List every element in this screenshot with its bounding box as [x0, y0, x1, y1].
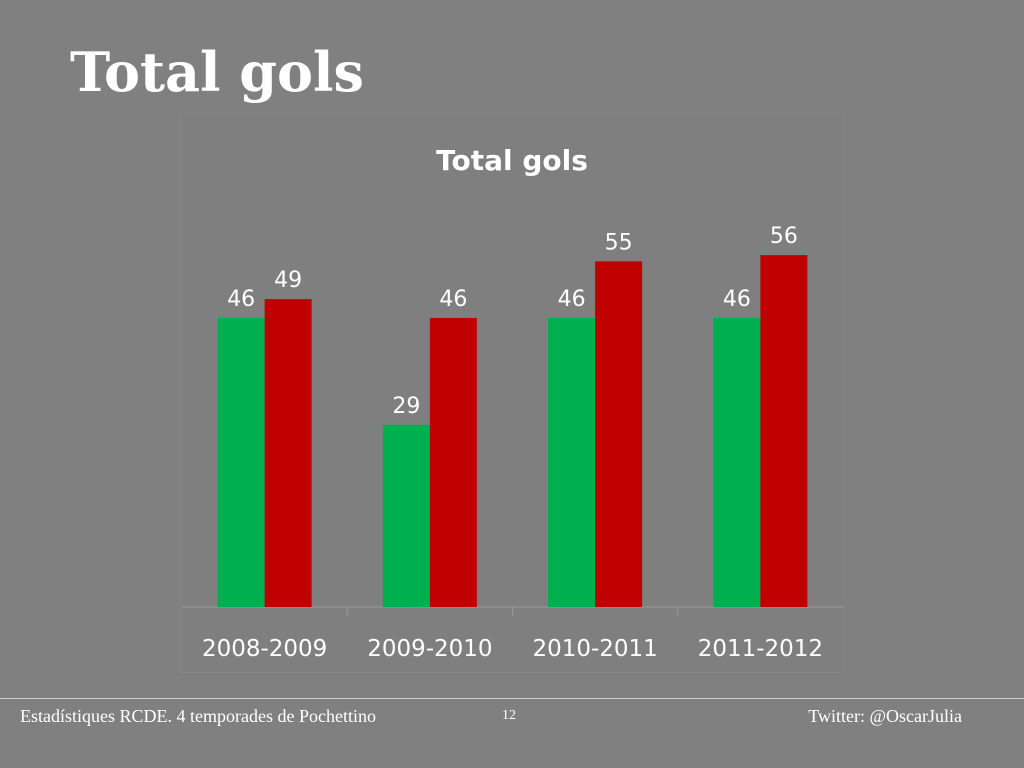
x-tick-label: 2011-2012	[698, 636, 823, 662]
data-label: 56	[770, 224, 798, 249]
data-label: 46	[439, 287, 467, 312]
data-label: 55	[605, 230, 633, 255]
x-tick-label: 2009-2010	[367, 636, 492, 662]
footer-divider	[0, 698, 1024, 699]
x-tick-labels: 2008-2009 2009-2010 2010-2011 2011-2012	[202, 636, 823, 662]
data-label: 49	[274, 268, 302, 293]
data-label: 46	[227, 287, 255, 312]
bar-2010-2011-series-2	[595, 261, 643, 607]
bar-2008-2009-series-2	[264, 299, 312, 607]
bar-2009-2010-series-1	[382, 424, 430, 607]
bar-2009-2010-series-2	[429, 317, 477, 607]
bar-2008-2009-series-1	[217, 317, 265, 607]
page-number: 12	[502, 708, 516, 723]
footer-left-text: Estadístiques RCDE. 4 temporades de Poch…	[20, 706, 376, 726]
data-label: 46	[558, 287, 586, 312]
x-tick-label: 2008-2009	[202, 636, 327, 662]
chart-title: Total gols	[436, 144, 588, 177]
slide-title: Total gols	[70, 40, 364, 104]
data-labels: 46 49 29 46 46 55 46 56	[227, 224, 798, 419]
data-label: 46	[723, 287, 751, 312]
footer-right-text: Twitter: @OscarJulia	[808, 706, 962, 726]
x-tick-label: 2010-2011	[532, 636, 657, 662]
bar-2010-2011-series-1	[548, 317, 596, 607]
data-label: 29	[392, 394, 420, 419]
bar-2011-2012-series-2	[760, 255, 808, 607]
bar-2011-2012-series-1	[713, 317, 761, 607]
chart-container: Total gols 46 49 29 46 46 55 46 56 2008-2009 200…	[180, 113, 845, 673]
bars	[217, 255, 808, 607]
